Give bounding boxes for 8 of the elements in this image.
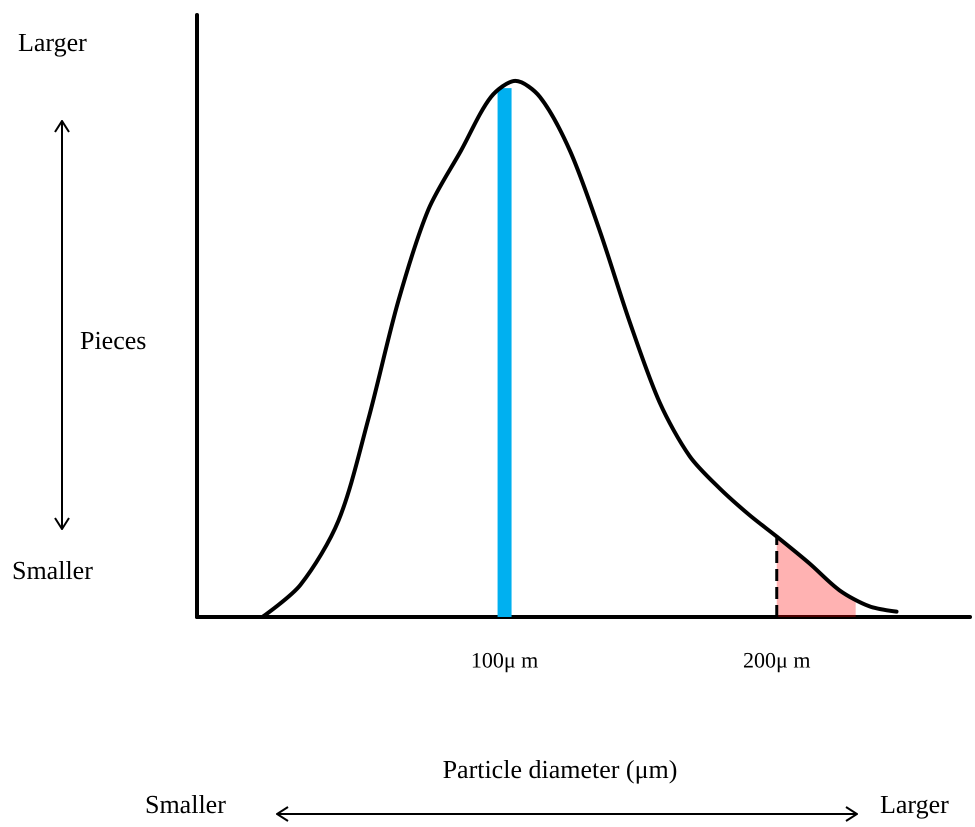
x-tick-label: 100μ m (470, 648, 538, 672)
x-tick-label: 200μ m (743, 648, 810, 672)
y-axis-title: Pieces (80, 326, 146, 356)
x-axis-title: Particle diameter (μm) (442, 755, 678, 785)
text: Smaller (145, 790, 226, 820)
text: Smaller (12, 556, 93, 586)
text: Larger (18, 28, 87, 58)
text: Larger (880, 790, 949, 820)
